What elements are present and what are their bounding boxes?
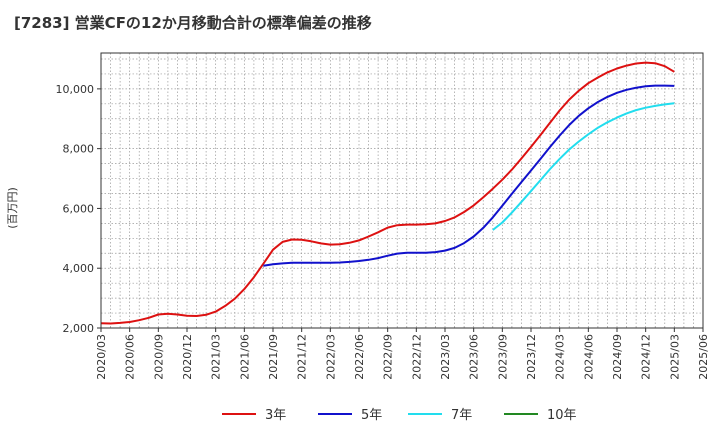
x-tick-label: 2023/09 (496, 334, 509, 380)
legend-label: 7年 (451, 408, 472, 423)
legend-label: 10年 (547, 408, 577, 423)
x-tick-label: 2022/12 (410, 334, 423, 380)
x-tick-label: 2021/09 (267, 334, 280, 380)
x-tick-label: 2024/06 (582, 334, 595, 380)
x-tick-label: 2023/06 (468, 334, 481, 380)
x-tick-label: 2021/03 (210, 334, 223, 380)
x-tick-label: 2022/06 (353, 334, 366, 380)
plot-frame (100, 52, 704, 329)
x-tick-label: 2021/06 (238, 334, 251, 380)
legend-label: 5年 (361, 408, 382, 423)
series-line (492, 102, 675, 231)
x-tick-label: 2025/06 (697, 334, 710, 380)
x-axis-ticks: 2020/03 2020/06 2020/09 2020/12 2021/03 2021/… (95, 328, 710, 380)
y-tick-label: 4,000 (63, 262, 95, 275)
legend: 3年 5年 7年 10年 (222, 408, 577, 423)
y-axis-ticks: 2,000 4,000 6,000 8,000 10,000 (56, 83, 101, 335)
x-tick-label: 2023/03 (439, 334, 452, 380)
x-tick-label: 2021/12 (296, 334, 309, 380)
series-line (263, 84, 675, 267)
x-tick-label: 2020/03 (95, 334, 108, 380)
x-tick-label: 2024/03 (554, 334, 567, 380)
x-tick-label: 2025/03 (668, 334, 681, 380)
x-tick-label: 2023/12 (525, 334, 538, 380)
series-line (100, 61, 675, 325)
y-axis-label: (百万円) (6, 187, 19, 229)
x-tick-label: 2020/12 (181, 334, 194, 380)
y-tick-label: 2,000 (63, 322, 95, 335)
legend-label: 3年 (265, 408, 286, 423)
y-tick-label: 8,000 (63, 143, 95, 156)
x-tick-label: 2024/09 (611, 334, 624, 380)
x-tick-label: 2024/12 (640, 334, 653, 380)
x-tick-label: 2020/06 (124, 334, 137, 380)
series-lines (100, 61, 675, 325)
x-tick-label: 2020/09 (152, 334, 165, 380)
y-tick-label: 6,000 (63, 202, 95, 215)
x-tick-label: 2022/09 (382, 334, 395, 380)
y-tick-label: 10,000 (56, 83, 95, 96)
x-tick-label: 2022/03 (324, 334, 337, 380)
chart-title: [7283] 営業CFの12か月移動合計の標準偏差の推移 (14, 14, 372, 32)
